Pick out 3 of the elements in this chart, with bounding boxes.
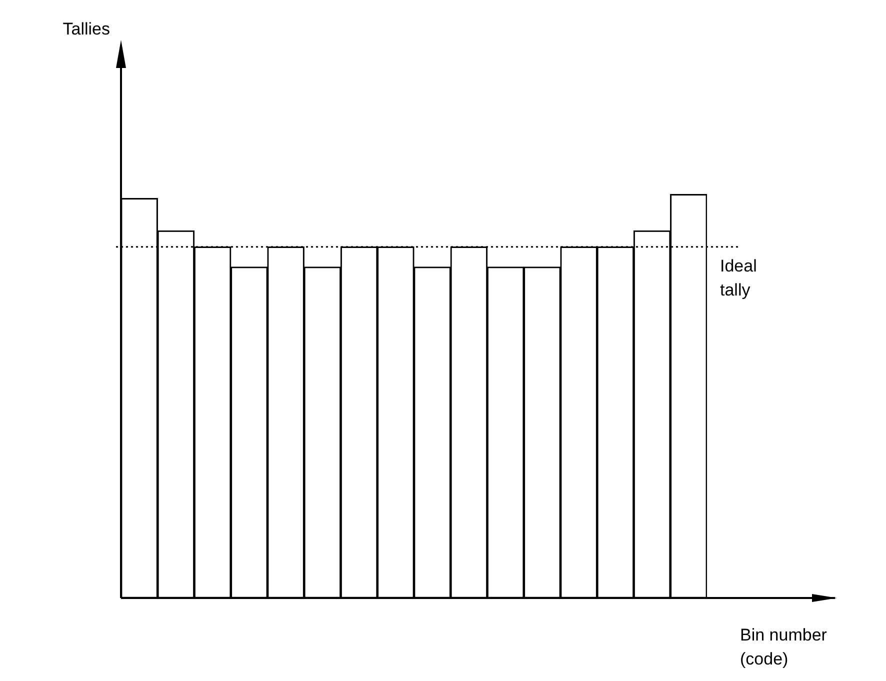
text: Tallies [62,20,110,39]
x-axis-title: Bin number (code) [740,626,828,669]
ref-line-label: Ideal tally [720,256,757,300]
